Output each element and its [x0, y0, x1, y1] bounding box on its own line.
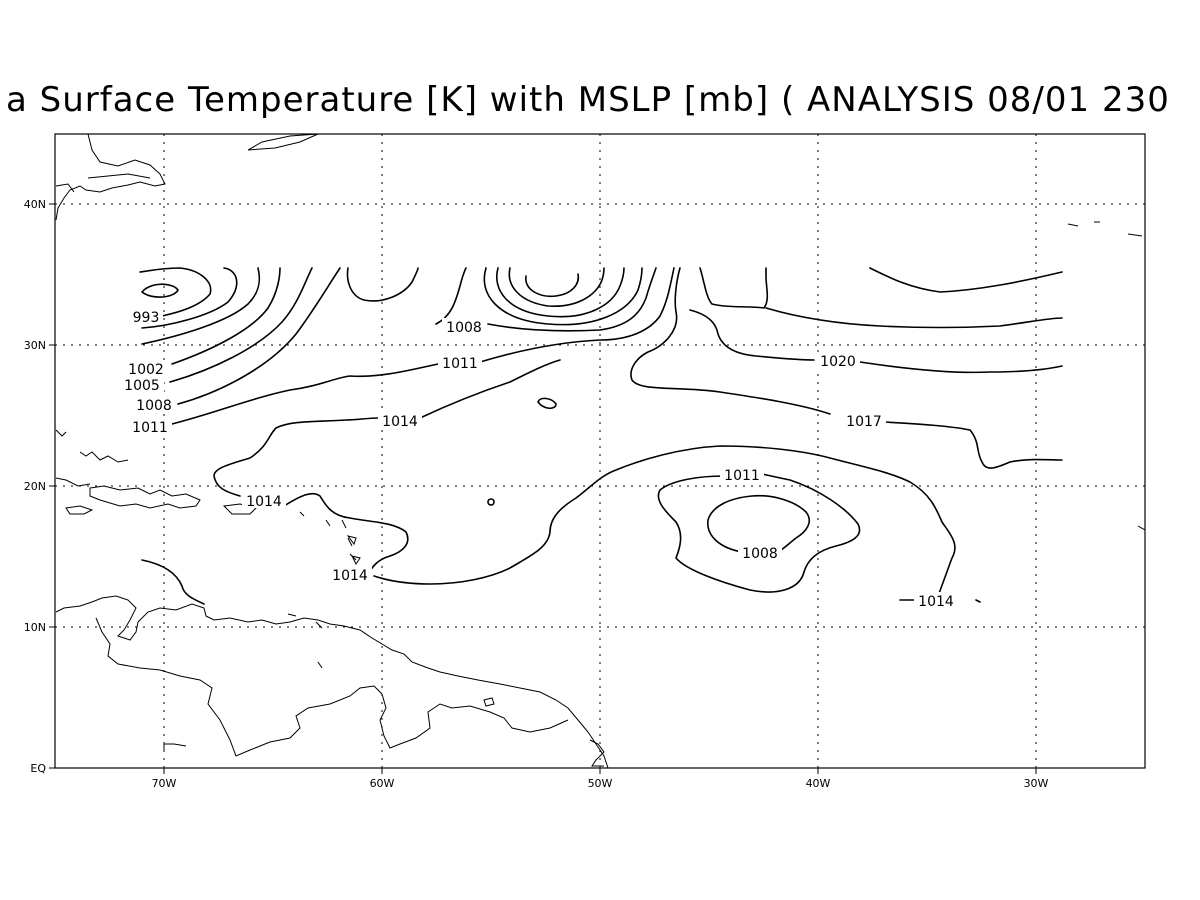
lat-label-eq: EQ — [30, 762, 46, 775]
contour-label-1020: 1020 — [820, 354, 856, 370]
isobar-1008-northwest — [435, 267, 467, 325]
contour-label-1014-south: 1014 — [332, 568, 368, 584]
coast-lake — [483, 697, 495, 707]
lon-label-40w: 40W — [806, 777, 831, 790]
isobar-1008-east-low — [707, 494, 811, 553]
contour-label-1008-north: 1008 — [446, 320, 482, 336]
isobar-1026 — [869, 267, 1063, 293]
map-title-text: a Surface Temperature [K] with MSLP [mb]… — [6, 80, 1170, 120]
coast-bahamas-2 — [79, 451, 129, 463]
isobar-996 — [141, 267, 238, 329]
isobar-1020-east — [859, 361, 1063, 374]
coast-cuba — [55, 477, 91, 487]
isobar-999 — [141, 267, 261, 345]
contour-label-1008-east: 1008 — [742, 546, 778, 562]
isobar-north-low-2 — [508, 267, 605, 307]
isobar-tiny-loop — [487, 498, 495, 506]
coast-south-america-north — [55, 595, 609, 769]
contour-label-1014-mid: 1014 — [382, 414, 418, 430]
contour-label-993: 993 — [133, 310, 160, 326]
isobar-1023-west — [699, 267, 769, 309]
isobar-north-low-1 — [525, 273, 580, 298]
isobar-north-low-3 — [496, 267, 625, 318]
contour-label-1011-west: 1011 — [132, 420, 168, 436]
coast-lesser-antilles — [299, 511, 361, 577]
contour-label-1014-east: 1014 — [918, 594, 954, 610]
isobar-1023-east — [765, 307, 1063, 329]
isobar-1011-west — [171, 363, 439, 425]
contour-label-1014-caribbean: 1014 — [246, 494, 282, 510]
isobar-1014-east — [373, 445, 956, 597]
isobar-1011-east-low — [657, 473, 861, 593]
coast-antilles-islands — [346, 535, 361, 565]
contour-label-1011-east: 1011 — [724, 468, 760, 484]
lon-label-30w: 30W — [1024, 777, 1049, 790]
contour-label-1005: 1005 — [124, 378, 160, 394]
coast-pacific-edge — [163, 743, 187, 750]
isobar-1014-west — [213, 417, 379, 497]
contour-label-1002: 1002 — [128, 362, 164, 378]
coast-amazon-mouth — [589, 739, 605, 767]
lat-label-20n: 20N — [24, 480, 46, 493]
isobar-1017-east — [883, 421, 1063, 469]
isobar-1020-west — [689, 309, 815, 361]
coast-nova-scotia — [247, 133, 319, 151]
map-frame — [54, 133, 1146, 769]
coast-border-line — [87, 173, 151, 179]
lon-label-70w: 70W — [152, 777, 177, 790]
isobar-small-trough — [346, 267, 419, 302]
isobar-1008-north — [487, 267, 657, 332]
coast-bahamas-1 — [55, 429, 67, 437]
coast-northeast-us — [55, 133, 166, 221]
graticule — [55, 134, 1145, 768]
coast-jamaica — [65, 505, 94, 515]
isobar-993 — [139, 267, 212, 317]
lon-label-50w: 50W — [588, 777, 613, 790]
isobar-1014-dot — [975, 599, 981, 603]
coast-small-islands — [287, 613, 323, 669]
isobar-low-center — [141, 283, 179, 298]
coast-cape — [55, 183, 75, 193]
isobar-1017-west — [630, 267, 831, 415]
isobar-1011-east — [479, 267, 675, 363]
isobar-1014-mid — [419, 359, 561, 419]
coast-interior-borders — [95, 617, 569, 757]
lat-label-30n: 30N — [24, 339, 46, 352]
isobar-1014-caribbean — [283, 492, 409, 575]
map-title: a Surface Temperature [K] with MSLP [mb]… — [0, 76, 1200, 126]
isobar-1002 — [171, 267, 281, 365]
contour-labels: 993 1002 1005 1008 1011 1008 1011 1014 1… — [120, 308, 958, 610]
coastlines — [55, 133, 1146, 769]
contour-label-1017: 1017 — [846, 414, 882, 430]
contour-label-1008-west: 1008 — [136, 398, 172, 414]
isobar-north-low-4 — [483, 267, 643, 326]
coast-hispaniola — [89, 485, 201, 509]
coast-azores-islands — [1067, 221, 1146, 531]
lat-label-40n: 40N — [24, 198, 46, 211]
lon-label-60w: 60W — [370, 777, 395, 790]
lat-label-10n: 10N — [24, 621, 46, 634]
isobar-small-high — [537, 397, 557, 410]
isobar-1008-west — [177, 267, 341, 405]
tick-marks — [49, 203, 1037, 774]
contour-label-1011-mid: 1011 — [442, 356, 478, 372]
isobar-1005 — [169, 267, 313, 383]
isobars — [139, 267, 1063, 605]
coast-puerto-rico — [222, 503, 257, 515]
isobar-coastal — [141, 559, 205, 605]
